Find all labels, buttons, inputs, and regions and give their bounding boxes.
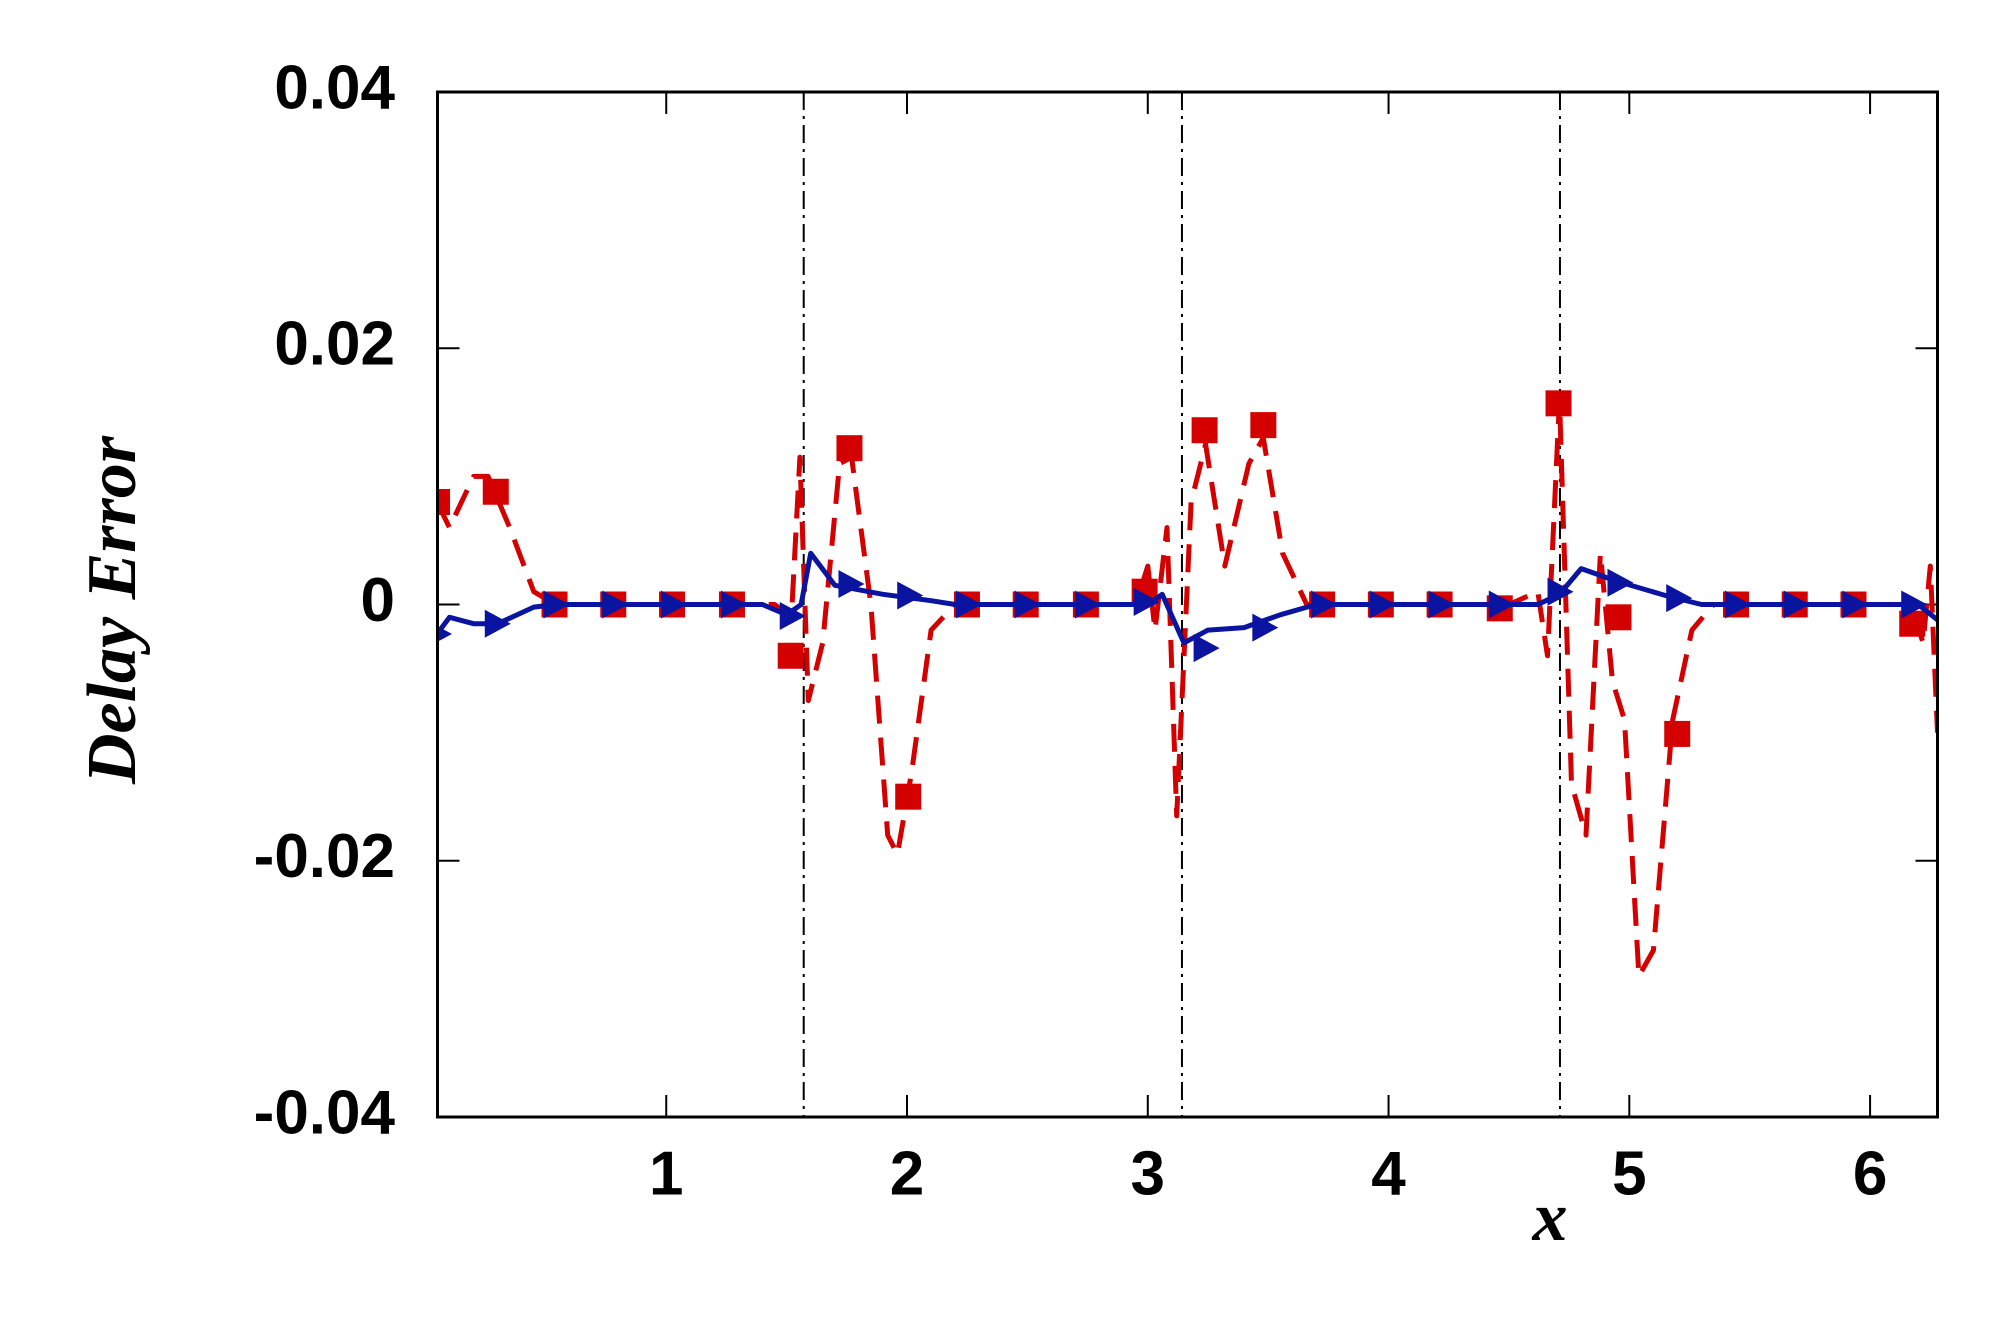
- marker: [484, 609, 511, 638]
- y-tick-label: 0.04: [274, 53, 395, 122]
- x-tick-label: 3: [1131, 1139, 1165, 1208]
- y-tick-label: 0: [361, 566, 395, 635]
- x-tick-label: 5: [1612, 1139, 1646, 1208]
- plot-area: [437, 390, 1938, 979]
- marker: [1369, 590, 1396, 619]
- marker: [1250, 412, 1277, 439]
- marker: [437, 625, 453, 643]
- marker: [1488, 590, 1515, 619]
- x-tick-label: 4: [1371, 1139, 1406, 1208]
- marker: [1605, 604, 1632, 631]
- marker: [1074, 590, 1101, 619]
- marker: [1428, 590, 1455, 619]
- marker: [720, 590, 747, 619]
- marker: [1311, 590, 1338, 619]
- marker: [955, 590, 982, 619]
- plot-frame: [436, 90, 1939, 1119]
- marker: [1783, 590, 1810, 619]
- marker: [543, 590, 570, 619]
- marker: [437, 489, 451, 515]
- marker: [1666, 584, 1693, 613]
- marker: [836, 435, 863, 462]
- marker: [1252, 613, 1279, 642]
- marker: [1724, 590, 1751, 619]
- marker: [1545, 390, 1572, 417]
- marker: [1901, 590, 1928, 619]
- marker: [1191, 417, 1218, 444]
- marker: [1842, 590, 1869, 619]
- y-tick-label: -0.04: [254, 1078, 396, 1147]
- marker: [838, 570, 865, 598]
- marker: [602, 590, 629, 619]
- x-tick-label: 1: [649, 1139, 683, 1208]
- x-axis-label: x: [1532, 1179, 1568, 1256]
- marker: [897, 581, 924, 610]
- marker: [1014, 590, 1041, 619]
- y-axis-label: Delay Error: [74, 435, 151, 785]
- marker: [661, 590, 688, 619]
- y-tick-label: 0.02: [274, 310, 395, 379]
- x-tick-label: 6: [1853, 1139, 1887, 1208]
- marker: [779, 602, 806, 631]
- marker: [482, 478, 509, 505]
- marker: [1193, 634, 1220, 663]
- marker: [777, 642, 804, 669]
- marker: [1664, 720, 1691, 747]
- marker: [1133, 587, 1160, 616]
- x-tick-label: 2: [890, 1139, 924, 1208]
- marker: [1547, 577, 1574, 606]
- marker: [1607, 568, 1634, 597]
- series-line: [437, 397, 1938, 979]
- marker: [895, 783, 922, 810]
- y-tick-label: -0.02: [254, 822, 395, 891]
